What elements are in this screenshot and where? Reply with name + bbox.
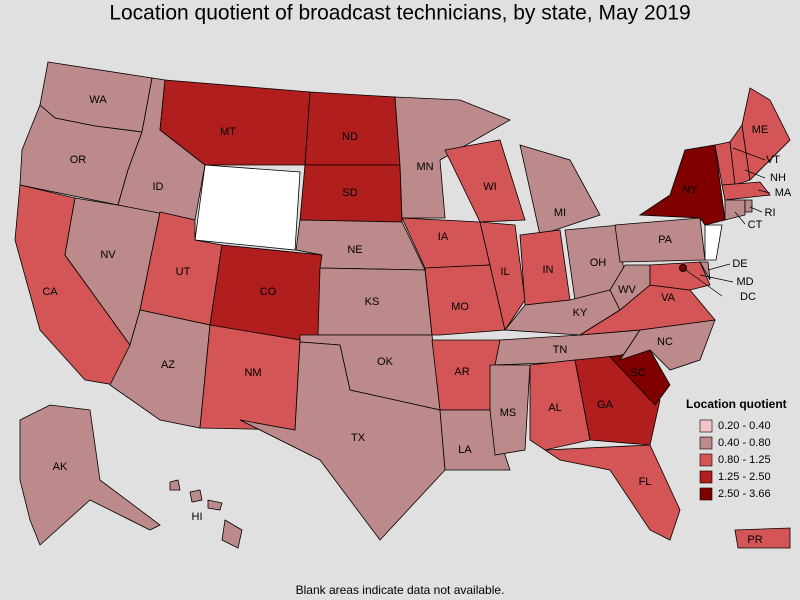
state-label: DC [740,291,756,303]
state-label: NH [770,172,786,184]
leader-lines [682,147,771,297]
footnote: Blank areas indicate data not available. [296,583,505,597]
state-label: LA [458,444,472,456]
state-label: MN [416,161,433,173]
state [614,217,706,263]
state-label: WA [89,94,107,106]
state-label: MD [736,276,753,288]
state [529,359,591,451]
state [221,519,243,549]
state-label: VT [766,154,780,166]
state-label: WV [618,284,636,296]
state [19,404,161,546]
state [394,96,511,219]
state-label: SC [630,367,645,379]
legend: 0.20 - 0.40 0.40 - 0.80 0.80 - 1.25 1.25 - … [699,419,771,501]
state-label: ME [752,124,769,136]
state-blank [704,224,723,261]
state-label: NM [244,367,261,379]
labels: WA OR CA NV ID MT UT AZ CO NM ND SD NE KS OK TX MN IA MO AR… [42,94,792,546]
legend-swatch [699,487,713,501]
state-label: OK [377,356,394,368]
state-label: CO [260,286,277,298]
state-label: NE [347,244,362,256]
state-label: OH [590,257,607,269]
state [543,444,681,541]
state-label: NC [657,336,673,348]
state-label: ID [153,181,164,193]
state-label: PA [658,234,673,246]
state-label: HI [192,511,203,523]
state-label: PR [747,534,762,546]
state [744,199,753,213]
state [239,341,446,541]
state-label: TX [351,432,366,444]
legend-label: 0.40 - 0.80 [718,437,771,449]
legend-label: 0.80 - 1.25 [718,454,771,466]
state-label: GA [597,399,614,411]
state [638,144,726,226]
state [159,79,311,166]
legend-swatch [699,419,713,433]
state-label: AZ [161,359,175,371]
legend-label: 0.20 - 0.40 [718,420,771,432]
state [424,264,506,336]
state-label: RI [765,207,776,219]
legend-swatch [699,436,713,450]
legend-swatch [699,470,713,484]
state-label: SD [342,187,357,199]
state-label: VA [661,292,676,304]
state-label: UT [176,266,191,278]
state-label: AR [454,366,469,378]
state [189,489,203,503]
state-label: IN [543,264,554,276]
state-label: ND [342,131,358,143]
states [14,61,791,549]
state-label: MT [220,126,236,138]
state-label: CA [42,286,58,298]
state-label: MI [554,207,566,219]
state [721,181,771,201]
state-label: AL [548,402,561,414]
state [741,87,791,181]
state [479,221,526,331]
state [207,499,223,511]
state-blank [194,164,301,251]
state [724,199,746,221]
state-label: IA [438,231,449,243]
state-label: NV [100,249,116,261]
state-label: DE [732,258,747,270]
state-label: NY [682,184,698,196]
state-label: MS [500,407,517,419]
state-label: MA [775,187,792,199]
state-label: OR [70,154,87,166]
state [519,144,601,236]
map-title: Location quotient of broadcast technicia… [109,2,690,25]
state-label: KS [365,296,380,308]
state-label: CT [748,219,763,231]
legend-title: Location quotient [686,397,787,411]
state-label: TN [553,344,568,356]
legend-label: 2.50 - 3.66 [718,488,771,500]
state-label: IL [500,266,509,278]
state-label: MO [451,301,469,313]
state-label: KY [573,307,588,319]
state-label: AK [53,461,68,473]
state-label: FL [639,476,652,488]
state [734,527,791,549]
state [444,139,526,223]
state [649,261,711,291]
state [304,91,401,166]
state [699,261,711,281]
legend-label: 1.25 - 2.50 [718,471,771,483]
state [489,364,531,456]
state [169,479,181,491]
state-label: WI [483,181,496,193]
legend-swatch [699,453,713,467]
